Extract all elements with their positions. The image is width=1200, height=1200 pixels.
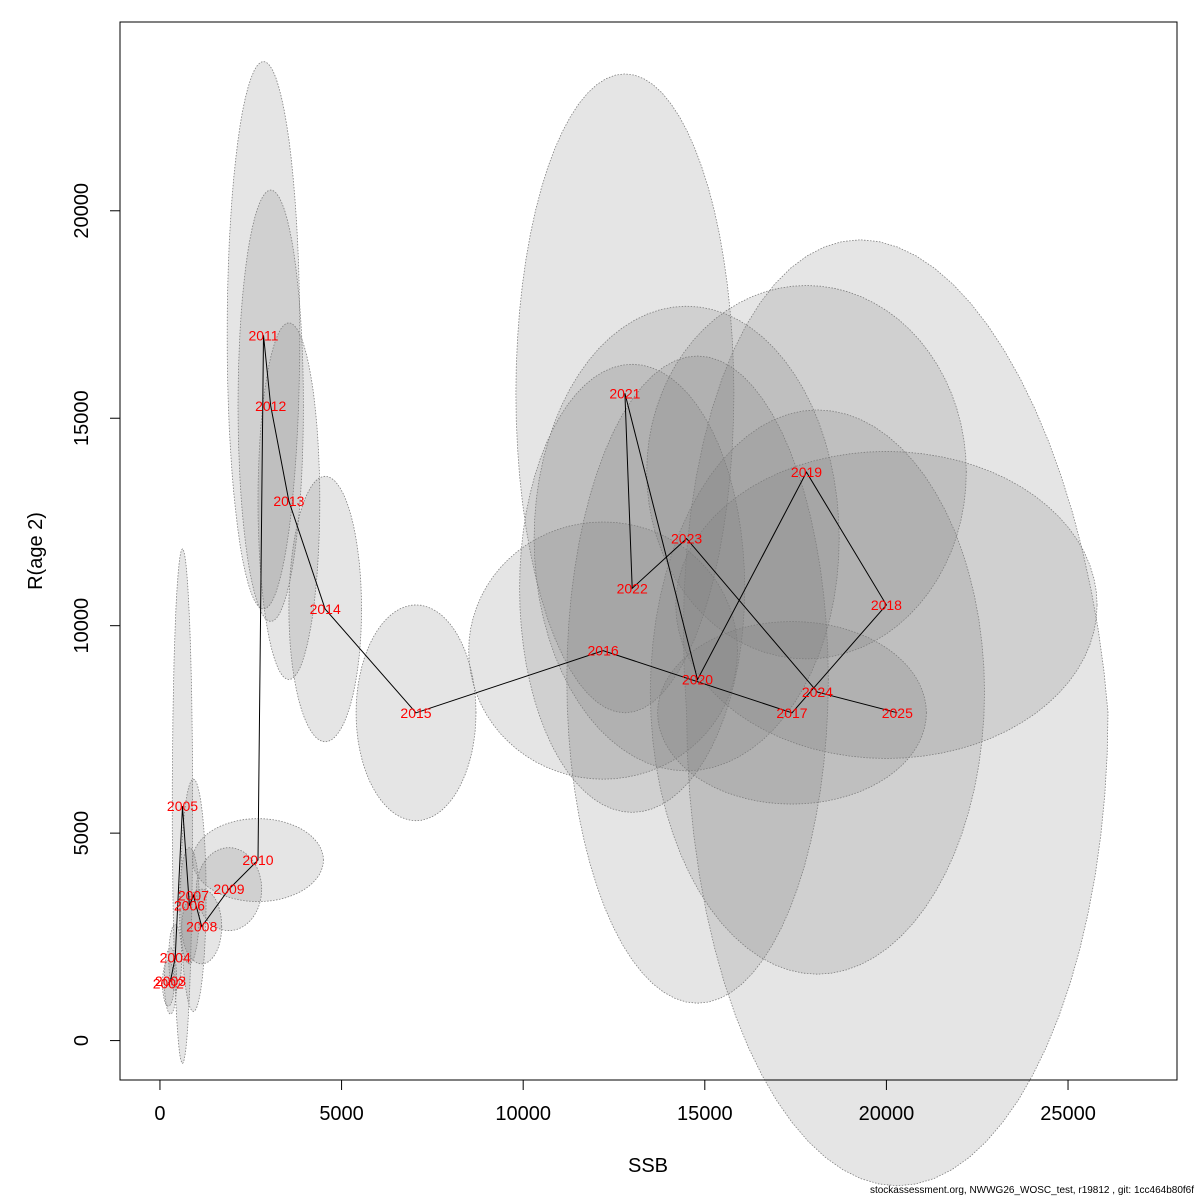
year-labels: 2002200320042005200620072008200920102011…	[153, 327, 913, 991]
x-tick-label-10000: 10000	[495, 1103, 551, 1125]
x-tick-label-0: 0	[154, 1103, 165, 1125]
y-tick-label-10000: 10000	[71, 598, 93, 654]
year-label-2018: 2018	[871, 597, 902, 613]
year-label-2007: 2007	[178, 887, 209, 903]
year-label-2017: 2017	[776, 705, 807, 721]
y-axis-title: R(age 2)	[25, 512, 47, 590]
year-label-2006: 2006	[174, 898, 205, 914]
year-label-2022: 2022	[617, 580, 648, 596]
year-label-2008: 2008	[186, 919, 217, 935]
x-axis: 0 5000 10000 15000 20000 25000	[154, 1079, 1096, 1125]
trajectory-line	[167, 335, 898, 984]
footer-caption: stockassessment.org, NWWG26_WOSC_test, r…	[869, 1185, 1194, 1196]
y-axis: 0 5000 10000 15000 20000	[71, 183, 121, 1046]
ellipse-2011	[226, 60, 301, 610]
year-label-2003: 2003	[155, 973, 186, 989]
x-tick-label-5000: 5000	[319, 1103, 364, 1125]
year-label-2025: 2025	[882, 705, 913, 721]
x-tick-label-15000: 15000	[677, 1103, 733, 1125]
year-label-2005: 2005	[167, 798, 198, 814]
x-tick-label-25000: 25000	[1040, 1103, 1096, 1125]
year-label-2016: 2016	[588, 643, 619, 659]
year-label-2024: 2024	[802, 684, 833, 700]
year-label-2014: 2014	[310, 601, 341, 617]
year-label-2019: 2019	[791, 464, 822, 480]
year-label-2002: 2002	[153, 975, 184, 991]
year-label-2015: 2015	[400, 705, 431, 721]
y-tick-label-15000: 15000	[71, 390, 93, 446]
y-tick-label-0: 0	[71, 1035, 93, 1046]
year-label-2011: 2011	[248, 327, 278, 343]
year-label-2023: 2023	[671, 531, 702, 547]
x-tick-label-20000: 20000	[859, 1103, 915, 1125]
year-label-2004: 2004	[160, 950, 191, 966]
year-label-2020: 2020	[682, 672, 713, 688]
year-label-2009: 2009	[213, 881, 244, 897]
year-label-2010: 2010	[242, 852, 273, 868]
y-tick-label-5000: 5000	[71, 811, 93, 856]
trajectory-polyline	[167, 335, 898, 984]
y-tick-label-20000: 20000	[71, 183, 93, 239]
x-axis-title: SSB	[628, 1155, 668, 1177]
year-label-2021: 2021	[609, 385, 640, 401]
year-label-2013: 2013	[273, 493, 304, 509]
year-label-2012: 2012	[255, 398, 286, 414]
ellipse-2005	[171, 548, 193, 1064]
